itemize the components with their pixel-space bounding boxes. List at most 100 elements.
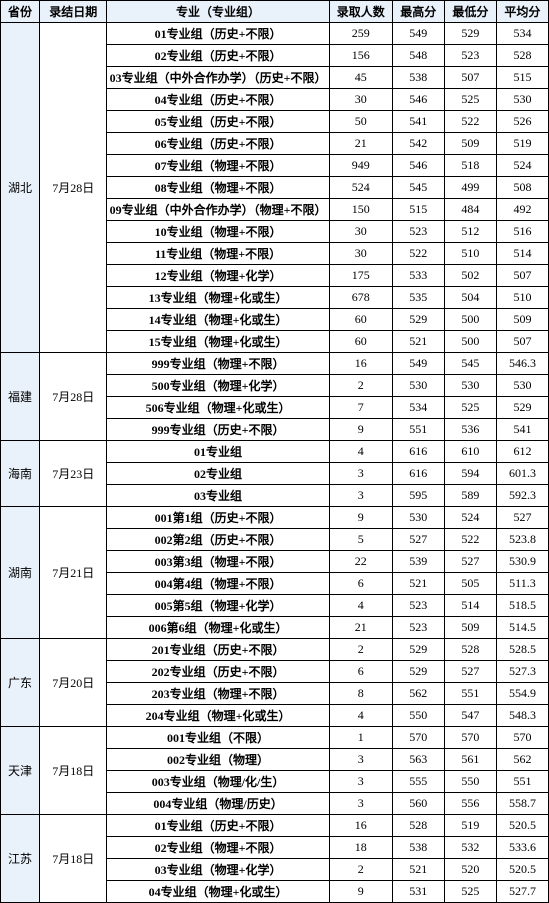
value-cell: 511.3 bbox=[496, 573, 548, 595]
major-cell: 04专业组（历史+不限） bbox=[107, 89, 329, 111]
value-cell: 529 bbox=[444, 23, 496, 45]
major-cell: 01专业组 bbox=[107, 441, 329, 463]
table-row: 福建7月28日999专业组（物理+不限）16549545546.3 bbox=[1, 353, 549, 375]
value-cell: 492 bbox=[496, 199, 548, 221]
value-cell: 519 bbox=[496, 133, 548, 155]
value-cell: 60 bbox=[329, 331, 392, 353]
table-row: 江苏7月18日01专业组（历史+不限）16528519520.5 bbox=[1, 815, 549, 837]
value-cell: 516 bbox=[496, 221, 548, 243]
major-cell: 10专业组（物理+不限） bbox=[107, 221, 329, 243]
value-cell: 518 bbox=[444, 155, 496, 177]
major-cell: 005第5组（物理+化学） bbox=[107, 595, 329, 617]
major-cell: 12专业组（物理+化学） bbox=[107, 265, 329, 287]
value-cell: 505 bbox=[444, 573, 496, 595]
major-cell: 506专业组（物理+化或生） bbox=[107, 397, 329, 419]
value-cell: 515 bbox=[392, 199, 444, 221]
value-cell: 6 bbox=[329, 661, 392, 683]
value-cell: 524 bbox=[496, 155, 548, 177]
value-cell: 9 bbox=[329, 881, 392, 903]
value-cell: 561 bbox=[444, 749, 496, 771]
value-cell: 1 bbox=[329, 727, 392, 749]
value-cell: 8 bbox=[329, 683, 392, 705]
value-cell: 518.5 bbox=[496, 595, 548, 617]
value-cell: 259 bbox=[329, 23, 392, 45]
value-cell: 2 bbox=[329, 375, 392, 397]
value-cell: 527.7 bbox=[496, 881, 548, 903]
value-cell: 546 bbox=[392, 155, 444, 177]
value-cell: 510 bbox=[496, 287, 548, 309]
value-cell: 570 bbox=[496, 727, 548, 749]
value-cell: 7 bbox=[329, 397, 392, 419]
header-row: 省份 录结日期 专业（专业组） 录取人数 最高分 最低分 平均分 bbox=[1, 1, 549, 23]
value-cell: 529 bbox=[392, 639, 444, 661]
value-cell: 523 bbox=[392, 221, 444, 243]
major-cell: 002第2组（历史+不限） bbox=[107, 529, 329, 551]
major-cell: 02专业组 bbox=[107, 463, 329, 485]
date-cell: 7月18日 bbox=[40, 815, 107, 903]
col-high: 最高分 bbox=[392, 1, 444, 23]
value-cell: 3 bbox=[329, 463, 392, 485]
value-cell: 535 bbox=[392, 287, 444, 309]
value-cell: 546.3 bbox=[496, 353, 548, 375]
value-cell: 529 bbox=[496, 397, 548, 419]
value-cell: 521 bbox=[392, 331, 444, 353]
province-cell: 湖北 bbox=[1, 23, 40, 353]
value-cell: 522 bbox=[444, 111, 496, 133]
value-cell: 520.5 bbox=[496, 815, 548, 837]
table-row: 天津7月18日001专业组（不限）1570570570 bbox=[1, 727, 549, 749]
value-cell: 499 bbox=[444, 177, 496, 199]
value-cell: 2 bbox=[329, 859, 392, 881]
col-count: 录取人数 bbox=[329, 1, 392, 23]
value-cell: 509 bbox=[444, 617, 496, 639]
value-cell: 527 bbox=[496, 507, 548, 529]
value-cell: 502 bbox=[444, 265, 496, 287]
value-cell: 570 bbox=[444, 727, 496, 749]
major-cell: 14专业组（物理+化或生） bbox=[107, 309, 329, 331]
date-cell: 7月28日 bbox=[40, 23, 107, 353]
value-cell: 548 bbox=[392, 45, 444, 67]
value-cell: 3 bbox=[329, 771, 392, 793]
major-cell: 04专业组（物理+化或生） bbox=[107, 881, 329, 903]
major-cell: 002专业组（物理） bbox=[107, 749, 329, 771]
value-cell: 21 bbox=[329, 133, 392, 155]
value-cell: 156 bbox=[329, 45, 392, 67]
value-cell: 515 bbox=[496, 67, 548, 89]
value-cell: 514 bbox=[496, 243, 548, 265]
major-cell: 001专业组（不限） bbox=[107, 727, 329, 749]
province-cell: 天津 bbox=[1, 727, 40, 815]
major-cell: 006第6组（物理+化或生） bbox=[107, 617, 329, 639]
value-cell: 562 bbox=[392, 683, 444, 705]
province-cell: 海南 bbox=[1, 441, 40, 507]
value-cell: 507 bbox=[496, 331, 548, 353]
value-cell: 4 bbox=[329, 705, 392, 727]
major-cell: 03专业组 bbox=[107, 485, 329, 507]
value-cell: 533.6 bbox=[496, 837, 548, 859]
value-cell: 175 bbox=[329, 265, 392, 287]
major-cell: 01专业组（历史+不限） bbox=[107, 815, 329, 837]
value-cell: 60 bbox=[329, 309, 392, 331]
value-cell: 530 bbox=[392, 375, 444, 397]
value-cell: 534 bbox=[392, 397, 444, 419]
value-cell: 550 bbox=[444, 771, 496, 793]
value-cell: 2 bbox=[329, 639, 392, 661]
major-cell: 204专业组（物理+化或生） bbox=[107, 705, 329, 727]
value-cell: 538 bbox=[392, 67, 444, 89]
value-cell: 550 bbox=[392, 705, 444, 727]
value-cell: 504 bbox=[444, 287, 496, 309]
value-cell: 507 bbox=[444, 67, 496, 89]
admission-table: 省份 录结日期 专业（专业组） 录取人数 最高分 最低分 平均分 湖北7月28日… bbox=[0, 0, 549, 903]
major-cell: 08专业组（物理+不限） bbox=[107, 177, 329, 199]
value-cell: 522 bbox=[392, 243, 444, 265]
value-cell: 534 bbox=[496, 23, 548, 45]
major-cell: 03专业组（物理+化学） bbox=[107, 859, 329, 881]
value-cell: 5 bbox=[329, 529, 392, 551]
value-cell: 3 bbox=[329, 485, 392, 507]
value-cell: 3 bbox=[329, 793, 392, 815]
major-cell: 07专业组（物理+不限） bbox=[107, 155, 329, 177]
value-cell: 528.5 bbox=[496, 639, 548, 661]
value-cell: 512 bbox=[444, 221, 496, 243]
province-cell: 湖南 bbox=[1, 507, 40, 639]
value-cell: 563 bbox=[392, 749, 444, 771]
province-cell: 广东 bbox=[1, 639, 40, 727]
value-cell: 527.3 bbox=[496, 661, 548, 683]
